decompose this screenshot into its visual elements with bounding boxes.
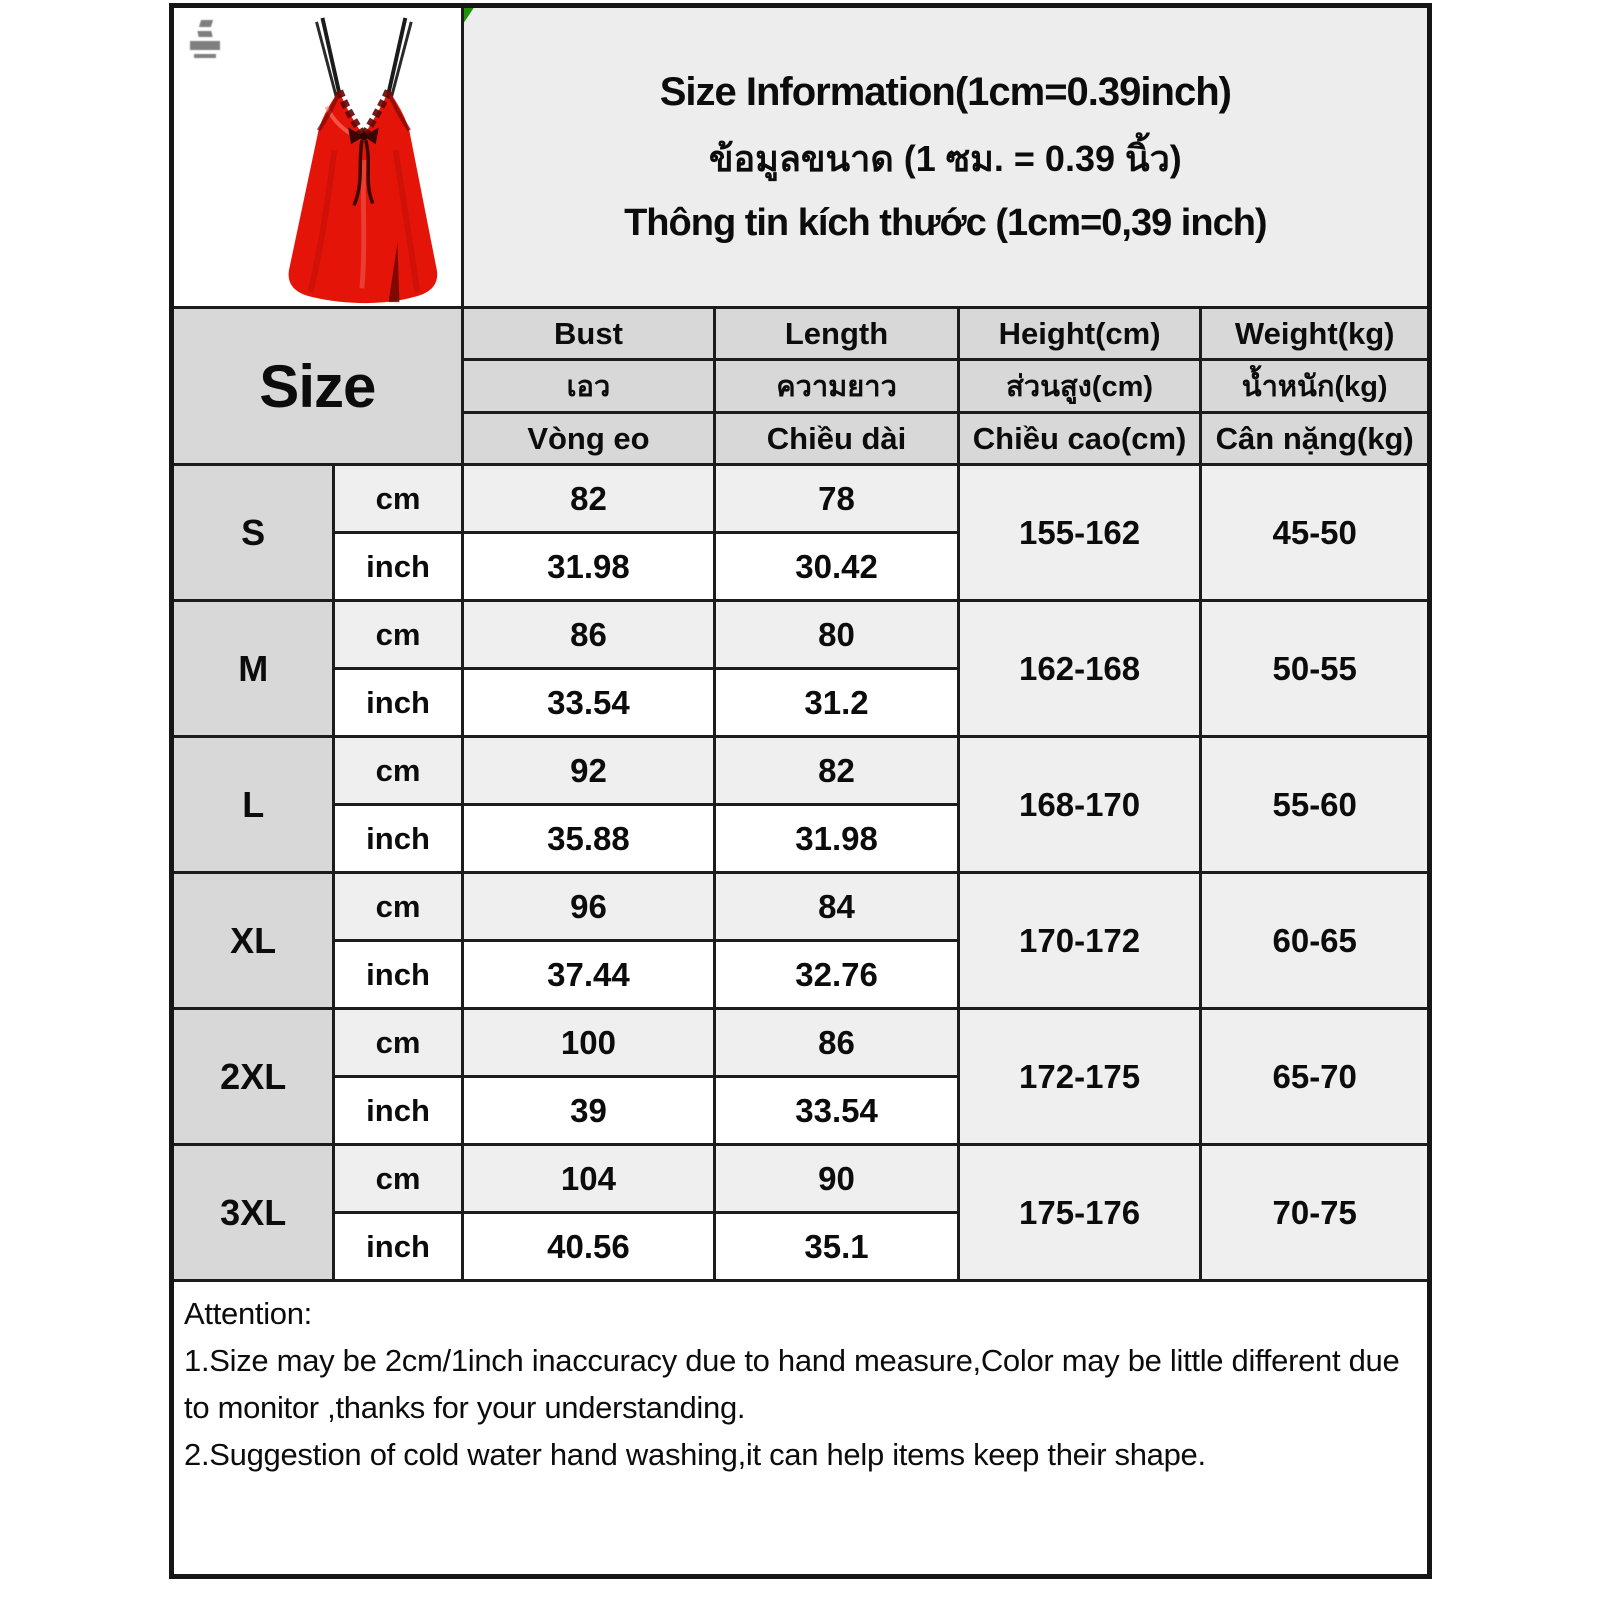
height-cell: 172-175 (956, 1007, 1203, 1146)
attention-note-cell: Attention: 1.Size may be 2cm/1inch inacc… (170, 1279, 1431, 1578)
height-cell: 155-162 (956, 463, 1203, 602)
unit-inch-cell: inch (332, 1075, 464, 1146)
unit-cm-cell: cm (332, 1143, 464, 1214)
height-cell: 162-168 (956, 599, 1203, 738)
attention-heading: Attention: (184, 1296, 312, 1331)
unit-inch-cell: inch (332, 939, 464, 1010)
col-header-height-th: ส่วนสูง(cm) (956, 358, 1203, 414)
height-cell: 175-176 (956, 1143, 1203, 1282)
size-cell: M (169, 599, 336, 738)
bust-inch-cell: 33.54 (460, 667, 717, 738)
size-cell: S (169, 463, 336, 602)
col-header-length-en: Length (713, 306, 960, 361)
attention-line-2: 2.Suggestion of cold water hand washing,… (184, 1437, 1206, 1473)
height-cell: 170-172 (956, 871, 1203, 1010)
bust-inch-cell: 40.56 (460, 1211, 717, 1282)
weight-cell: 70-75 (1199, 1143, 1431, 1282)
title-vietnamese: Thông tin kích thước (1cm=0,39 inch) (624, 201, 1267, 244)
size-chart-table: Size Information(1cm=0.39inch) ข้อมูลขนา… (169, 3, 1432, 1579)
weight-cell: 45-50 (1199, 463, 1431, 602)
size-cell: L (169, 735, 336, 874)
length-inch-cell: 35.1 (713, 1211, 960, 1282)
col-header-weight-th: น้ำหนัก(kg) (1199, 358, 1431, 414)
bust-inch-cell: 35.88 (460, 803, 717, 874)
bust-cm-cell: 92 (460, 735, 717, 806)
unit-cm-cell: cm (332, 463, 464, 534)
unit-inch-cell: inch (332, 803, 464, 874)
length-inch-cell: 33.54 (713, 1075, 960, 1146)
unit-inch-cell: inch (332, 1211, 464, 1282)
size-cell: XL (169, 871, 336, 1010)
unit-cm-cell: cm (332, 599, 464, 670)
red-dress-image (288, 17, 438, 304)
bust-cm-cell: 96 (460, 871, 717, 942)
length-cm-cell: 78 (713, 463, 960, 534)
unit-cm-cell: cm (332, 871, 464, 942)
length-inch-cell: 31.98 (713, 803, 960, 874)
bust-inch-cell: 31.98 (460, 531, 717, 602)
col-header-length-th: ความยาว (713, 358, 960, 414)
title-english: Size Information(1cm=0.39inch) (659, 69, 1232, 114)
weight-cell: 65-70 (1199, 1007, 1431, 1146)
bust-cm-cell: 82 (460, 463, 717, 534)
length-cm-cell: 86 (713, 1007, 960, 1078)
col-header-height-en: Height(cm) (956, 306, 1203, 361)
unit-cm-cell: cm (332, 1007, 464, 1078)
size-info-title-cell: Size Information(1cm=0.39inch) ข้อมูลขนา… (460, 4, 1432, 309)
bust-inch-cell: 39 (460, 1075, 717, 1146)
brand-watermark-icon (186, 18, 226, 62)
col-header-bust-vi: Vòng eo (460, 411, 717, 466)
weight-cell: 55-60 (1199, 735, 1431, 874)
unit-cm-cell: cm (332, 735, 464, 806)
length-cm-cell: 80 (713, 599, 960, 670)
weight-cell: 50-55 (1199, 599, 1431, 738)
weight-cell: 60-65 (1199, 871, 1431, 1010)
title-thai: ข้อมูลขนาด (1 ซม. = 0.39 นิ้ว) (708, 137, 1182, 179)
product-image-cell (170, 4, 464, 309)
bust-cm-cell: 86 (460, 599, 717, 670)
size-header-cell: Size (170, 306, 464, 466)
size-cell: 3XL (169, 1143, 336, 1282)
col-header-bust-en: Bust (460, 306, 717, 361)
unit-inch-cell: inch (332, 667, 464, 738)
col-header-weight-vi: Cân nặng(kg) (1199, 411, 1431, 466)
attention-line-1: 1.Size may be 2cm/1inch inaccuracy due t… (184, 1343, 1400, 1426)
col-header-weight-en: Weight(kg) (1199, 306, 1431, 361)
height-cell: 168-170 (956, 735, 1203, 874)
length-cm-cell: 84 (713, 871, 960, 942)
size-cell: 2XL (169, 1007, 336, 1146)
bust-cm-cell: 104 (460, 1143, 717, 1214)
length-inch-cell: 30.42 (713, 531, 960, 602)
green-corner-icon (465, 8, 475, 27)
bust-cm-cell: 100 (460, 1007, 717, 1078)
length-inch-cell: 32.76 (713, 939, 960, 1010)
length-inch-cell: 31.2 (713, 667, 960, 738)
unit-inch-cell: inch (332, 531, 464, 602)
col-header-length-vi: Chiều dài (713, 411, 960, 466)
col-header-height-vi: Chiều cao(cm) (956, 411, 1203, 466)
length-cm-cell: 90 (713, 1143, 960, 1214)
bust-inch-cell: 37.44 (460, 939, 717, 1010)
col-header-bust-th: เอว (460, 358, 717, 414)
length-cm-cell: 82 (713, 735, 960, 806)
